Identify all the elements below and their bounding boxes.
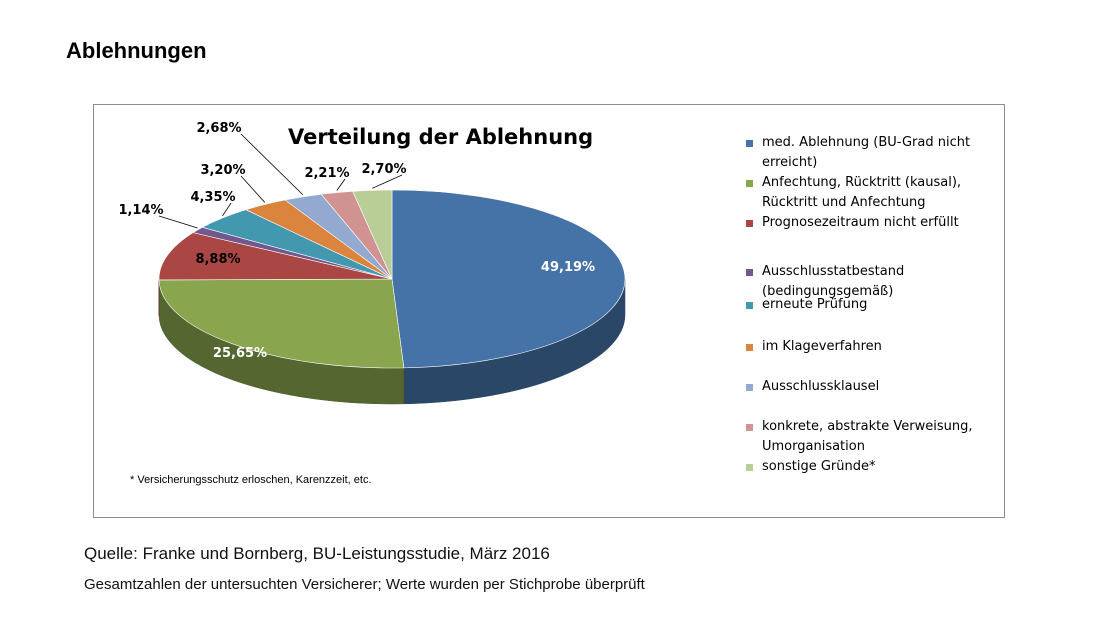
legend-swatch	[746, 344, 753, 351]
legend-label: Ausschlusstatbestand (bedingungsgemäß)	[762, 264, 905, 299]
pie-slice-1	[158, 278, 405, 369]
legend-label: med. Ablehnung (BU-Grad nicht erreicht)	[762, 135, 971, 170]
chart-legend: med. Ablehnung (BU-Grad nicht erreicht) A…	[746, 133, 1002, 483]
legend-swatch	[746, 220, 753, 227]
leader-line-5	[240, 175, 266, 203]
legend-swatch	[746, 302, 753, 309]
pie-slice-8	[352, 189, 393, 280]
legend-swatch	[746, 180, 753, 187]
pie-label-4: 4,35%	[190, 190, 235, 205]
pie-label-6: 2,68%	[196, 121, 241, 136]
leader-lines	[158, 133, 403, 229]
legend-swatch	[746, 269, 753, 276]
pie-label-0: 49,19%	[541, 260, 595, 275]
source-line: Quelle: Franke und Bornberg, BU-Leistung…	[84, 544, 550, 563]
pie-slice-0	[391, 189, 626, 369]
legend-label: Anfechtung, Rücktritt (kausal), Rücktrit…	[762, 175, 962, 210]
pie-label-5: 3,20%	[200, 163, 245, 178]
leader-line-8	[372, 174, 403, 189]
legend-label: konkrete, abstrakte Verweisung, Umorgani…	[762, 419, 973, 454]
legend-label: im Klageverfahren	[762, 339, 882, 354]
legend-swatch	[746, 384, 753, 391]
leader-line-6	[240, 133, 304, 196]
legend-swatch	[746, 140, 753, 147]
pie-top-faces	[158, 189, 626, 369]
pie-slice-2	[158, 232, 393, 281]
pie-chart: 49,19% 25,65% 8,88% 1,14% 4,35% 3,20% 2,68% 2,2…	[118, 121, 626, 486]
leader-line-7	[336, 178, 346, 191]
legend-label: Prognosezeitraum nicht erfüllt	[762, 215, 959, 230]
leader-line-4	[222, 202, 232, 217]
legend-label: Ausschlussklausel	[762, 379, 880, 394]
pie-label-1: 25,65%	[213, 346, 267, 361]
chart-frame: 49,19% 25,65% 8,88% 1,14% 4,35% 3,20% 2,68% 2,2…	[93, 104, 1005, 518]
legend-swatch	[746, 464, 753, 471]
legend-label: sonstige Gründe*	[762, 459, 876, 474]
page-heading: Ablehnungen	[66, 38, 207, 63]
pie-label-3: 1,14%	[118, 203, 163, 218]
legend-label: erneute Prüfung	[762, 297, 868, 312]
chart-title: Verteilung der Ablehnung	[288, 125, 593, 149]
legend-swatch	[746, 424, 753, 431]
percent-labels: 49,19% 25,65% 8,88% 1,14% 4,35% 3,20% 2,68% 2,2…	[118, 121, 595, 361]
pie-label-8: 2,70%	[361, 162, 406, 177]
pie-label-7: 2,21%	[304, 166, 349, 181]
pie-label-2: 8,88%	[195, 252, 240, 267]
note-line: Gesamtzahlen der untersuchten Versichere…	[84, 576, 645, 593]
leader-line-3	[158, 215, 198, 229]
chart-footnote: * Versicherungsschutz erloschen, Karenzz…	[130, 474, 372, 486]
